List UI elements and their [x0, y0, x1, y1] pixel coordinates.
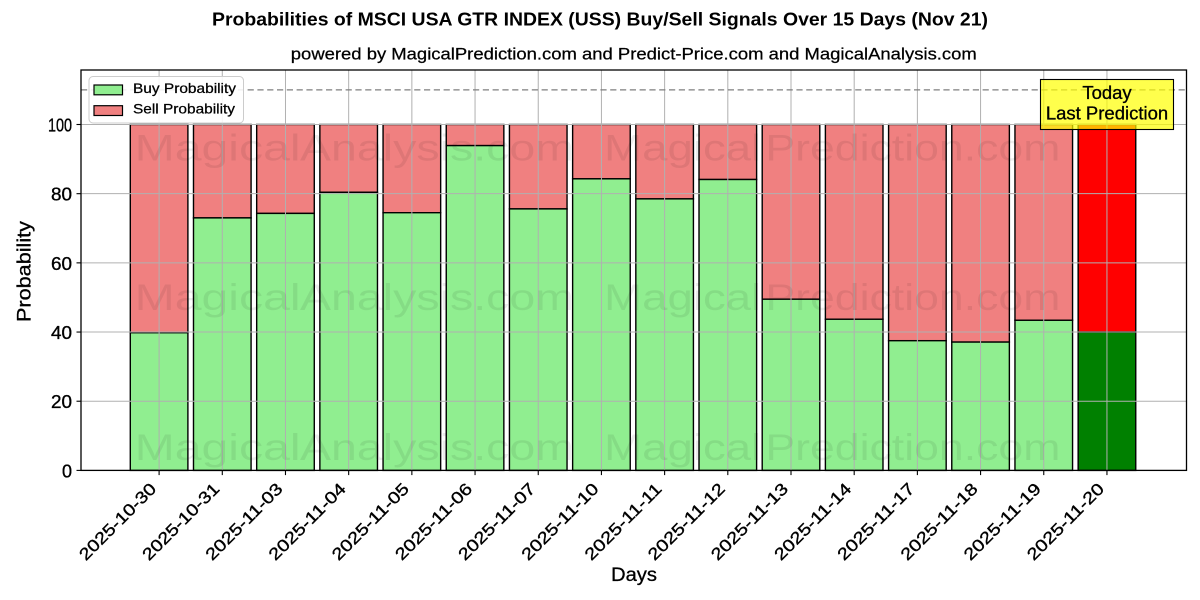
svg-text:80: 80: [51, 185, 72, 205]
svg-text:Analysis.com: Analysis.com: [300, 126, 574, 168]
svg-text:40: 40: [51, 323, 72, 343]
svg-text:20: 20: [51, 392, 72, 412]
svg-text:Magical: Magical: [135, 276, 301, 318]
svg-text:Prediction.com: Prediction.com: [765, 276, 1060, 318]
svg-text:Probability: Probability: [14, 221, 36, 322]
svg-text:0: 0: [62, 461, 72, 481]
svg-text:Magical: Magical: [135, 126, 301, 168]
svg-text:100: 100: [48, 115, 72, 135]
svg-text:Magical: Magical: [135, 426, 301, 468]
svg-text:powered by MagicalPrediction.c: powered by MagicalPrediction.com and Pre…: [291, 45, 977, 64]
svg-text:Today: Today: [1082, 82, 1132, 103]
svg-text:Sell Probability: Sell Probability: [133, 100, 235, 116]
svg-text:Magical: Magical: [604, 276, 761, 318]
svg-text:Probabilities of MSCI USA GTR: Probabilities of MSCI USA GTR INDEX (USS…: [212, 10, 988, 30]
svg-text:Magical: Magical: [604, 126, 761, 168]
svg-text:Days: Days: [611, 564, 657, 586]
svg-text:Last Prediction: Last Prediction: [1046, 103, 1168, 124]
svg-text:Prediction.com: Prediction.com: [765, 426, 1060, 468]
svg-text:Prediction.com: Prediction.com: [765, 126, 1060, 168]
svg-text:Analysis.com: Analysis.com: [300, 426, 574, 468]
svg-text:Analysis.com: Analysis.com: [300, 276, 574, 318]
svg-text:60: 60: [51, 254, 72, 274]
svg-text:Buy Probability: Buy Probability: [133, 80, 236, 96]
svg-text:Magical: Magical: [604, 426, 761, 468]
